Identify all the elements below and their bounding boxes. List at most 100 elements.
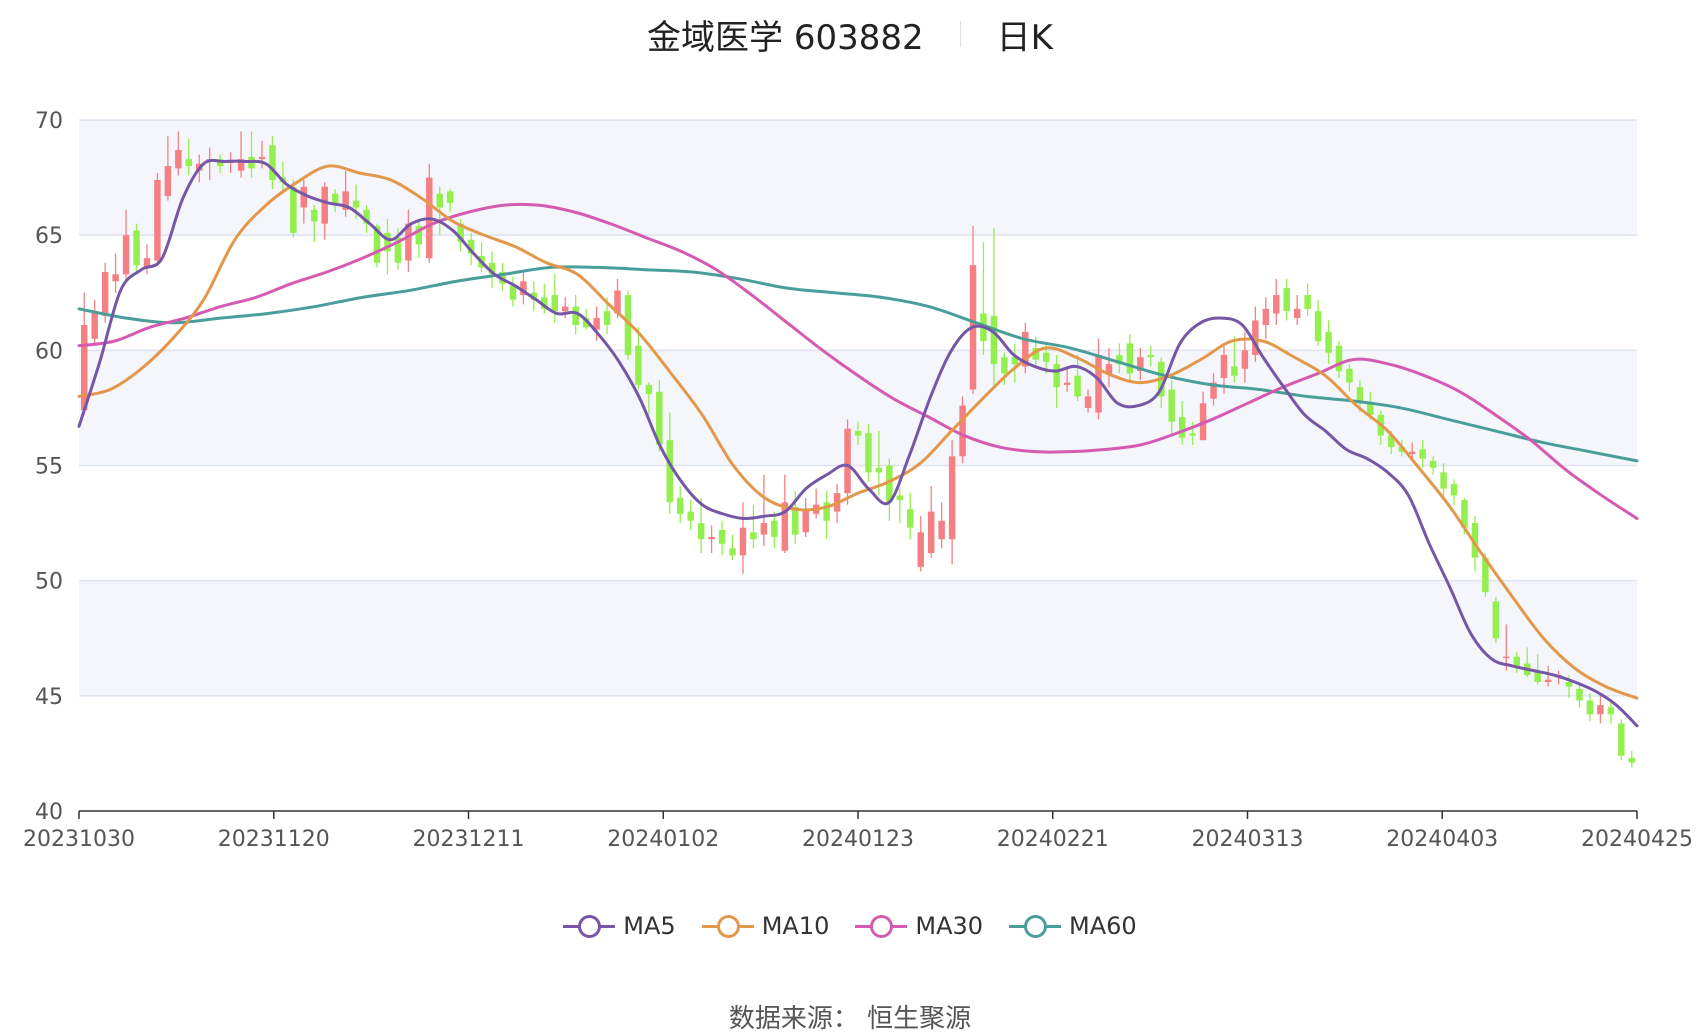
candle-body [1053, 364, 1060, 388]
candle-body [436, 193, 443, 208]
candle-body [635, 345, 642, 385]
candle-body [1440, 472, 1447, 489]
candle-body [1534, 670, 1541, 683]
candle-body [1189, 433, 1196, 436]
candle-body [886, 465, 893, 503]
x-tick-label: 20240425 [1581, 827, 1693, 852]
candle-body [164, 166, 172, 197]
candle-body [572, 306, 579, 325]
y-tick-label: 70 [35, 109, 63, 134]
candle-body [258, 156, 266, 160]
candle-body [1367, 403, 1374, 415]
candle-body [1586, 700, 1594, 715]
candle-body [687, 511, 694, 521]
candle-body [1304, 295, 1311, 309]
candle-body [405, 223, 412, 261]
candle-body [645, 384, 653, 395]
candle-body [739, 527, 747, 556]
candle-body [614, 290, 621, 314]
candle-body [990, 315, 998, 365]
legend-item-ma5[interactable]: MA5 [563, 912, 676, 940]
candle-body [561, 306, 569, 312]
candle-body [1628, 758, 1636, 763]
legend-item-ma60[interactable]: MA60 [1009, 912, 1137, 940]
legend-swatch [563, 913, 616, 939]
candle-body [854, 430, 862, 436]
plot-band [79, 120, 1637, 236]
candle-body [520, 281, 527, 296]
candle-body [1063, 382, 1071, 385]
candle-body [1095, 354, 1102, 413]
candle-body [792, 506, 799, 535]
candle-body [551, 295, 559, 312]
x-tick-label: 20240102 [607, 827, 719, 852]
candle-body [1492, 601, 1500, 639]
candle-body [1429, 460, 1437, 468]
candle-body [1471, 523, 1479, 558]
candle-body [729, 548, 736, 556]
candle-body [1482, 557, 1489, 593]
legend-item-ma30[interactable]: MA30 [855, 912, 983, 940]
candle-body [1325, 331, 1332, 353]
x-tick-label: 20240403 [1386, 827, 1498, 852]
candle-body [300, 186, 308, 208]
candle-body [823, 502, 830, 521]
candle-body [185, 159, 193, 167]
candle-body [1335, 345, 1343, 372]
candle-body [1147, 354, 1155, 358]
legend-item-ma10[interactable]: MA10 [701, 912, 829, 940]
candle-body [1210, 382, 1217, 399]
plot-band [79, 350, 1637, 466]
candle-body [802, 509, 809, 533]
candle-body [760, 523, 768, 535]
candle-body [1398, 447, 1405, 452]
candle-body [1544, 679, 1552, 683]
candle-body [154, 179, 161, 261]
candle-body [1074, 375, 1081, 397]
candle-body [1293, 308, 1301, 319]
candle-body [781, 502, 789, 551]
x-tick-label: 20240313 [1192, 827, 1304, 852]
candle-body [1314, 311, 1322, 342]
ma-line-ma60 [77, 265, 1639, 463]
legend-label: MA60 [1069, 912, 1137, 940]
x-tick-label: 20231211 [413, 827, 525, 852]
candle-body [1597, 705, 1604, 715]
candle-body [771, 520, 778, 537]
candle-body [948, 456, 956, 540]
kline-chart: 40 45 50 55 60 65 70 20231030 20231120 20231211 20… [23, 109, 1693, 852]
candle-body [582, 318, 590, 328]
candle-body [1618, 723, 1625, 756]
y-tick-label: 65 [35, 224, 63, 249]
candle-body [342, 191, 349, 210]
ma-line-ma30 [77, 202, 1639, 520]
candle-body [1126, 343, 1134, 374]
candle-body [1105, 364, 1113, 374]
x-tick-label: 20240123 [802, 827, 914, 852]
candle-body [373, 225, 381, 263]
candle-body [269, 145, 276, 180]
period-label: 日K [996, 17, 1053, 58]
candle-body [530, 292, 538, 300]
x-tick-label: 20231030 [23, 827, 135, 852]
candle-body [133, 230, 140, 266]
candle-body [927, 511, 935, 554]
candle-body [677, 497, 684, 514]
candle-body [1607, 707, 1615, 715]
candle-body [509, 285, 517, 300]
candle-body [1503, 656, 1510, 659]
candle-body [1283, 288, 1290, 312]
candle-body [624, 295, 632, 355]
ma-line-ma10 [77, 164, 1639, 700]
candle-body [80, 324, 88, 411]
candle-body [331, 193, 339, 203]
candle-body [384, 232, 391, 252]
candle-body [697, 523, 705, 540]
candle-body [1565, 682, 1573, 687]
legend-swatch [855, 913, 908, 939]
x-tick-label: 20231120 [218, 827, 330, 852]
candle-body [143, 258, 151, 268]
y-tick-label: 45 [35, 685, 63, 710]
candle-body [1356, 387, 1364, 404]
candle-body [457, 223, 464, 243]
